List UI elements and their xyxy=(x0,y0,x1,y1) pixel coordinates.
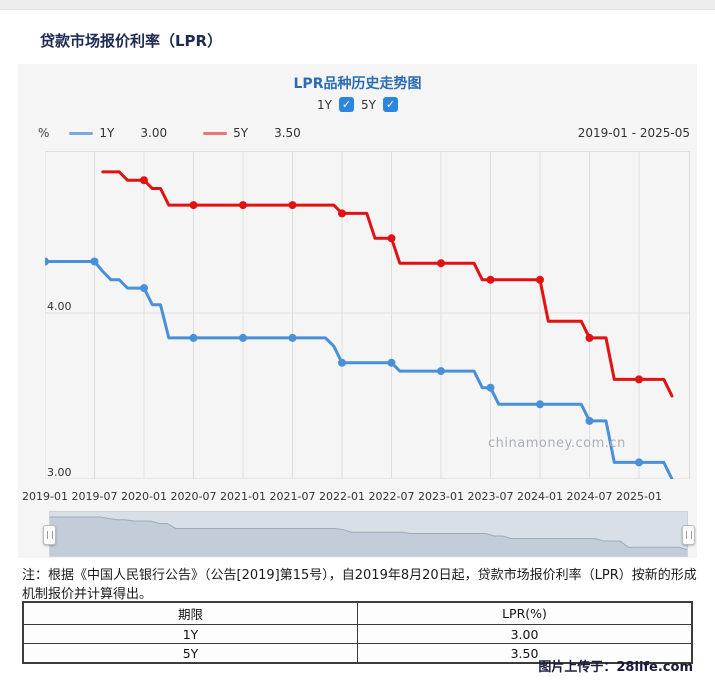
navigator-left-handle[interactable] xyxy=(43,525,56,545)
data-point-1y xyxy=(140,284,148,293)
data-point-5y xyxy=(189,201,198,210)
series-line-5y xyxy=(101,170,674,398)
table-cell: 1Y xyxy=(24,625,357,643)
grip-icon xyxy=(685,531,692,539)
x-axis-label: 2022-07 xyxy=(368,490,415,503)
data-point-5y xyxy=(140,176,148,185)
data-point-1y xyxy=(189,333,198,342)
date-range-label: 2019-01 - 2025-05 xyxy=(577,126,690,140)
y-axis-tick-3: 3.00 xyxy=(47,466,72,479)
table-header-cell: LPR(%) xyxy=(358,603,691,624)
y-axis-unit-label: % xyxy=(38,126,50,140)
data-point-5y xyxy=(486,275,495,284)
data-point-1y xyxy=(90,257,99,266)
legend-swatch-5y xyxy=(203,131,228,135)
checkbox-1y[interactable]: ✓ xyxy=(339,97,354,112)
table-cell: 5Y xyxy=(24,644,357,662)
series-toggle-row: 1Y ✓ 5Y ✓ xyxy=(18,97,697,112)
legend-label-5y[interactable]: 5Y xyxy=(233,126,249,140)
data-point-1y xyxy=(45,257,49,266)
top-strip xyxy=(0,0,715,10)
data-point-5y xyxy=(288,201,297,210)
x-axis-label: 2020-01 xyxy=(121,490,167,503)
data-point-1y xyxy=(288,333,297,342)
x-axis-label: 2023-01 xyxy=(418,490,464,503)
data-point-5y xyxy=(437,259,445,268)
y-axis-tick-4: 4.00 xyxy=(47,300,72,313)
page-title: 贷款市场报价利率（LPR） xyxy=(40,32,223,50)
navigator-right-handle[interactable] xyxy=(682,525,695,545)
x-axis-label: 2023-07 xyxy=(467,490,514,503)
legend-label-1y[interactable]: 1Y xyxy=(99,126,115,140)
chart-panel: LPR品种历史走势图 1Y ✓ 5Y ✓ % 1Y 3.00 5Y 3.50 2… xyxy=(18,64,697,558)
data-point-5y xyxy=(387,234,396,243)
x-axis-label: 2020-07 xyxy=(170,490,217,503)
data-point-1y xyxy=(536,400,544,409)
data-point-1y xyxy=(437,367,445,376)
checkbox-label-1y: 1Y xyxy=(317,97,332,112)
data-point-5y xyxy=(585,333,594,342)
chart-title: LPR品种历史走势图 xyxy=(293,76,422,92)
table-row: 1Y 3.00 xyxy=(24,625,691,643)
table-cell: 3.50 xyxy=(358,644,691,662)
series-line-1y xyxy=(45,260,674,479)
footnote: 注：根据《中国人民银行公告》（公告[2019]第15号），自2019年8月20日… xyxy=(22,568,697,602)
x-axis-label: 2024-07 xyxy=(566,490,613,503)
data-point-1y xyxy=(387,358,396,367)
range-navigator[interactable] xyxy=(49,511,688,557)
x-axis-label: 2021-01 xyxy=(220,490,266,503)
table-header-cell: 期限 xyxy=(24,603,357,624)
legend-value-1y: 3.00 xyxy=(140,126,168,140)
checkbox-5y[interactable]: ✓ xyxy=(382,97,398,112)
data-point-5y xyxy=(635,375,643,384)
data-point-1y xyxy=(486,383,495,392)
legend-swatch-1y xyxy=(69,131,94,135)
plot-area[interactable] xyxy=(45,151,690,479)
x-axis-label: 2025-01 xyxy=(616,490,662,503)
data-point-1y xyxy=(239,333,247,342)
data-point-5y xyxy=(338,209,346,218)
checkbox-label-5y: 5Y xyxy=(361,97,376,112)
data-point-1y xyxy=(585,416,594,425)
x-axis-label: 2019-07 xyxy=(71,490,118,503)
x-axis-label: 2019-01 xyxy=(22,490,68,503)
legend-value-5y: 3.50 xyxy=(274,126,301,140)
x-axis-label: 2021-07 xyxy=(269,490,316,503)
data-point-5y xyxy=(239,201,247,210)
x-axis-label: 2024-01 xyxy=(517,490,563,503)
lpr-table: 期限 LPR(%) 1Y 3.00 5Y 3.50 xyxy=(22,601,693,664)
watermark: chinamoney.com.cn xyxy=(488,436,626,451)
table-cell: 3.00 xyxy=(358,625,691,643)
data-point-1y xyxy=(635,458,643,467)
x-axis-labels: 2019-01 2019-07 2020-01 2020-07 2021-01 2021-… xyxy=(18,490,697,504)
x-axis-label: 2022-01 xyxy=(319,490,365,503)
legend-row: % 1Y 3.00 5Y 3.50 2019-01 - 2025-05 xyxy=(38,126,690,140)
credit-caption: 图片上传于：28life.com xyxy=(538,660,693,675)
data-point-1y xyxy=(338,358,346,367)
table-row: 5Y 3.50 xyxy=(24,644,691,662)
grip-icon xyxy=(46,531,53,539)
data-point-5y xyxy=(536,275,544,284)
